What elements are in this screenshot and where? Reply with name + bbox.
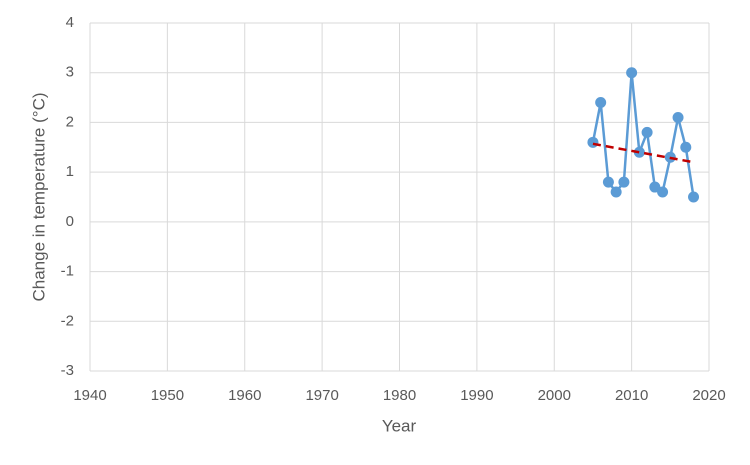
data-point bbox=[610, 186, 622, 198]
y-tick-label: 4 bbox=[66, 14, 74, 31]
y-tick-label: -2 bbox=[61, 312, 74, 329]
y-tick-label: 3 bbox=[66, 64, 74, 81]
x-tick-label: 1940 bbox=[73, 387, 106, 404]
data-point bbox=[672, 111, 684, 123]
x-axis-title: Year bbox=[382, 416, 417, 435]
data-point bbox=[657, 186, 669, 198]
x-tick-label: 2020 bbox=[692, 387, 725, 404]
y-tick-label: -3 bbox=[61, 362, 74, 379]
data-point bbox=[595, 97, 607, 109]
y-tick-label: 1 bbox=[66, 163, 74, 180]
data-point bbox=[587, 136, 599, 148]
trend-line bbox=[592, 142, 694, 164]
data-point bbox=[633, 146, 645, 158]
y-tick-label: -1 bbox=[61, 263, 74, 280]
y-axis-title: Change in temperature (°C) bbox=[29, 92, 48, 301]
x-tick-label: 2010 bbox=[615, 387, 648, 404]
data-point bbox=[680, 141, 692, 153]
x-tick-label: 1950 bbox=[151, 387, 184, 404]
data-point bbox=[626, 67, 638, 79]
data-point bbox=[641, 126, 653, 138]
x-tick-label: 2000 bbox=[538, 387, 571, 404]
data-point bbox=[618, 176, 630, 188]
x-tick-label: 1960 bbox=[228, 387, 261, 404]
x-tick-label: 1970 bbox=[305, 387, 338, 404]
data-point bbox=[602, 176, 614, 188]
x-tick-label: 1980 bbox=[383, 387, 416, 404]
data-point bbox=[688, 191, 700, 203]
x-tick-label: 1990 bbox=[460, 387, 493, 404]
y-tick-label: 0 bbox=[66, 213, 74, 230]
y-tick-label: 2 bbox=[66, 113, 74, 130]
